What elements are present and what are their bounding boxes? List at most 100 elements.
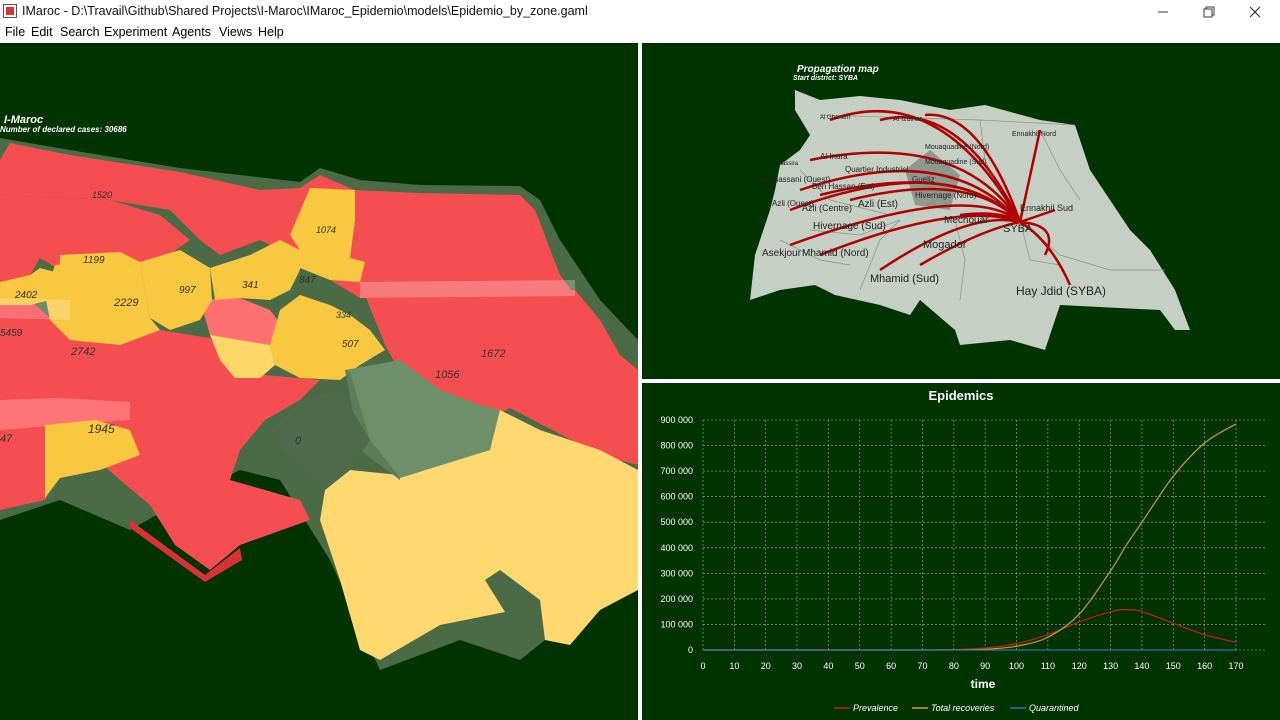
x-tick-label: 50 bbox=[855, 661, 865, 671]
district-hay-hassani-ouest: Hay Hassani (Ouest) bbox=[756, 175, 831, 184]
zone-yellow-341 bbox=[210, 240, 300, 300]
district-mouaquadine-sud: Mouaquadine (Sud) bbox=[925, 159, 987, 166]
propagation-map-view[interactable]: Hay Jdid (SYBA) SYBA Mhamid (Sud) Mogado… bbox=[642, 43, 1280, 379]
label-1945: 1945 bbox=[88, 422, 115, 436]
close-icon bbox=[1249, 6, 1261, 17]
app-icon bbox=[3, 4, 17, 18]
menu-file[interactable]: File bbox=[5, 25, 26, 39]
zone-green-block-top bbox=[345, 360, 500, 478]
x-axis-label: time bbox=[971, 677, 996, 691]
district-hivernage-sud: Hivernage (Sud) bbox=[813, 221, 886, 232]
label-1056: 1056 bbox=[435, 369, 460, 381]
label-1520: 1520 bbox=[92, 190, 112, 200]
label-507: 507 bbox=[342, 339, 359, 350]
zone-yellow-1074 bbox=[290, 188, 365, 282]
district-syba: SYBA bbox=[1003, 223, 1033, 235]
zone-green-0 bbox=[270, 390, 370, 490]
x-tick-label: 120 bbox=[1072, 661, 1087, 671]
restore-button[interactable] bbox=[1186, 0, 1232, 23]
district-al-massira: Al Massira bbox=[770, 161, 799, 167]
zone-light-yellow-south bbox=[320, 410, 638, 660]
zone-yellow-997 bbox=[140, 250, 212, 330]
map-3d-view[interactable]: 1520 1074 1199 2229 997 341 847 2402 334… bbox=[0, 43, 638, 720]
zone-red-east bbox=[365, 290, 638, 465]
district-ennakhil-nord: Ennakhil Nord bbox=[1012, 131, 1056, 138]
district-ben-hassan-est: Ben Hassan (Est) bbox=[812, 182, 875, 191]
zone-yellow-2229 bbox=[45, 260, 160, 345]
district-asekjour: Asekjour bbox=[762, 248, 802, 259]
x-tick-label: 170 bbox=[1228, 661, 1243, 671]
zone-yellow-1199 bbox=[60, 252, 140, 270]
window-title-bar[interactable]: IMaroc - D:\Travail\Github\Shared Projec… bbox=[0, 0, 1280, 23]
legend-label: Prevalence bbox=[853, 703, 898, 713]
menu-edit[interactable]: Edit bbox=[31, 25, 53, 39]
minimize-icon bbox=[1158, 11, 1168, 12]
label-1074: 1074 bbox=[316, 225, 336, 235]
x-tick-label: 20 bbox=[761, 661, 771, 671]
district-ennakhil-sud: Ennakhil Sud bbox=[1020, 203, 1073, 213]
district-mhamid-sud: Mhamid (Sud) bbox=[870, 273, 939, 285]
legend-label: Total recoveries bbox=[931, 703, 995, 713]
x-tick-label: 0 bbox=[700, 661, 705, 671]
district-hay-jdid: Hay Jdid (SYBA) bbox=[1016, 284, 1106, 298]
y-tick-label: 300 000 bbox=[660, 568, 693, 578]
zone-pink-a bbox=[200, 298, 285, 345]
propagation-arrows bbox=[789, 110, 1072, 286]
highlight-band-2 bbox=[0, 298, 70, 320]
district-mechouar: Mechouar bbox=[944, 215, 989, 226]
epidemics-chart: Epidemics 0 100 000 200 000 300 000 400 000 5… bbox=[660, 388, 1266, 713]
y-tick-label: 0 bbox=[688, 645, 693, 655]
propagation-map-canvas[interactable]: Hay Jdid (SYBA) SYBA Mhamid (Sud) Mogado… bbox=[642, 43, 1280, 379]
x-tick-label: 140 bbox=[1134, 661, 1149, 671]
chart-legend: Prevalence Total recoveries Quarantined bbox=[834, 703, 1080, 713]
district-al-ghanem: Al Ghanem bbox=[820, 115, 850, 121]
y-tick-label: 900 000 bbox=[660, 415, 693, 425]
series-line-prevalence bbox=[702, 609, 1237, 651]
label-341: 341 bbox=[242, 280, 259, 291]
label-5459: 5459 bbox=[0, 328, 23, 339]
district-azli-centre: Azli (Centre) bbox=[802, 203, 852, 213]
menu-help[interactable]: Help bbox=[258, 25, 284, 39]
minimize-button[interactable] bbox=[1140, 0, 1186, 23]
zone-yellow-2402 bbox=[0, 268, 55, 305]
zone-red-north bbox=[0, 143, 575, 298]
y-tick-label: 500 000 bbox=[660, 517, 693, 527]
window-title: IMaroc - D:\Travail\Github\Shared Projec… bbox=[22, 4, 588, 18]
propagation-title: Propagation map bbox=[797, 64, 879, 75]
menu-experiment[interactable]: Experiment bbox=[104, 25, 168, 39]
menu-search[interactable]: Search bbox=[60, 25, 100, 39]
x-tick-label: 40 bbox=[823, 661, 833, 671]
zone-red-west-top bbox=[0, 195, 190, 282]
map-title: I-Maroc bbox=[4, 114, 43, 126]
y-tick-label: 100 000 bbox=[660, 619, 693, 629]
label-1199: 1199 bbox=[83, 255, 105, 266]
district-quartier-industriel: Quartier Industriel bbox=[845, 165, 909, 174]
highlight-band bbox=[360, 280, 575, 298]
close-button[interactable] bbox=[1232, 0, 1278, 23]
zone-yellow-1945 bbox=[45, 420, 140, 498]
district-gueliz: Gueliz bbox=[912, 175, 935, 184]
x-tick-label: 130 bbox=[1103, 661, 1118, 671]
district-azli-est: Azli (Est) bbox=[858, 199, 898, 210]
menu-views[interactable]: Views bbox=[219, 25, 253, 39]
district-mogador: Mogador bbox=[923, 239, 967, 251]
district-al-inara: Al Inara bbox=[820, 152, 848, 161]
epidemics-chart-view[interactable]: Epidemics 0 100 000 200 000 300 000 400 000 5… bbox=[642, 383, 1280, 720]
y-tick-label: 700 000 bbox=[660, 466, 693, 476]
zone-light-yellow-center bbox=[210, 335, 275, 378]
zone-red-west bbox=[0, 290, 320, 570]
mechouar-shade bbox=[905, 150, 960, 210]
menu-agents[interactable]: Agents bbox=[172, 25, 211, 39]
y-tick-label: 800 000 bbox=[660, 441, 693, 451]
y-tick-label: 400 000 bbox=[660, 543, 693, 553]
district-al-izdihar: Al Izdihar bbox=[893, 116, 923, 123]
district-azli-ouest: Azli (Ouest) bbox=[772, 199, 814, 208]
label-334: 334 bbox=[336, 310, 351, 320]
district-labels: Hay Jdid (SYBA) SYBA Mhamid (Sud) Mogado… bbox=[756, 115, 1106, 298]
map-3d-canvas[interactable]: 1520 1074 1199 2229 997 341 847 2402 334… bbox=[0, 43, 638, 720]
label-1672: 1672 bbox=[481, 348, 505, 360]
district-mhamid-nord: Mhamid (Nord) bbox=[802, 248, 869, 259]
label-2229: 2229 bbox=[113, 297, 138, 309]
restore-icon bbox=[1203, 6, 1215, 17]
y-tick-label: 600 000 bbox=[660, 492, 693, 502]
